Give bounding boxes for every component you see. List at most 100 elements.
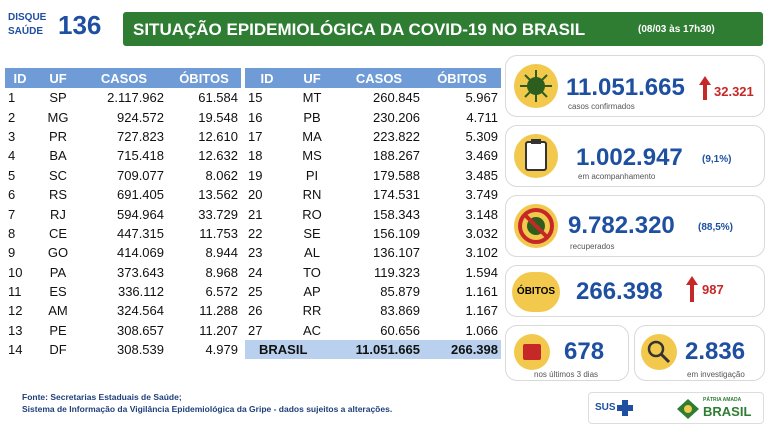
table-row: 8 CE 447.315 11.753 [5, 224, 241, 243]
deaths-badge: ÓBITOS [512, 272, 560, 312]
table-row: 25 AP 85.879 1.161 [245, 282, 501, 301]
table-cell: BA [49, 148, 67, 164]
confirmed-label: casos confirmados [568, 102, 635, 111]
table-cell: 12.632 [198, 148, 238, 164]
table-cell: 5.967 [465, 90, 498, 106]
table-row: 26 RR 83.869 1.167 [245, 301, 501, 320]
table-row: 10 PA 373.643 8.968 [5, 263, 241, 282]
table-cell: 1.161 [465, 284, 498, 300]
table-row: 2 MG 924.572 19.548 [5, 107, 241, 126]
table-cell: 447.315 [117, 225, 164, 241]
logos: SUS PÁTRIA AMADA BRASIL [588, 392, 764, 424]
table-cell: 691.405 [117, 187, 164, 203]
logo-bottom: SAÚDE [8, 26, 44, 37]
table-cell: 336.112 [117, 284, 164, 300]
table-cell: 223.822 [373, 128, 420, 144]
table-cell: 2 [8, 109, 16, 125]
table-cell: 230.206 [373, 109, 420, 125]
table-cell: 3.749 [465, 187, 498, 203]
table-cell: 24 [248, 264, 263, 280]
monitoring-value: 1.002.947 [576, 144, 683, 171]
logo: DISQUE SAÚDE 136 [8, 8, 108, 44]
table-cell: 19.548 [198, 109, 238, 125]
table-cell: 11.207 [199, 322, 238, 338]
table-cell: 1 [8, 90, 16, 106]
table-cell: AC [302, 322, 322, 338]
table-cell: 17 [248, 128, 263, 144]
table-cell: TO [303, 264, 321, 280]
table-cell: AL [304, 245, 320, 261]
table-cell: 13.562 [198, 187, 238, 203]
last-days-value: 678 [564, 338, 605, 365]
table-cell: MS [302, 148, 322, 164]
table-cell: 83.869 [380, 303, 420, 319]
table-cell: 4 [8, 148, 16, 164]
table-cell: PE [49, 322, 67, 338]
table-row: 19 PI 179.588 3.485 [245, 166, 501, 185]
table-cell: 3.469 [465, 148, 498, 164]
icon-clipboard [514, 134, 558, 178]
card-recovered: 9.782.320 (88,5%) recuperados [505, 195, 765, 257]
confirmed-delta: 32.321 [714, 84, 754, 99]
arrow-up [699, 76, 711, 100]
table-cell: PI [305, 167, 319, 183]
table-row: 22 SE 156.109 3.032 [245, 224, 501, 243]
table-row: 20 RN 174.531 3.749 [245, 185, 501, 204]
footer-note: Sistema de Informação da Vigilância Epid… [22, 404, 393, 414]
table-left: ID UF CASOS ÓBITOS 1 SP 2.117.962 61.584 2 MG 924.… [5, 68, 241, 359]
table-cell: ES [49, 284, 67, 300]
table-cell: 10 [8, 264, 23, 280]
total-row: BRASIL 11.051.665 266.398 [245, 340, 501, 360]
total-cases: 11.051.665 [335, 340, 423, 360]
column-header: UF [289, 68, 335, 88]
icon-virus [514, 64, 558, 108]
motto: PÁTRIA AMADA [703, 397, 742, 403]
column-header: CASOS [335, 68, 423, 88]
table-cell: 61.584 [198, 90, 238, 106]
table-row: 1 SP 2.117.962 61.584 [5, 88, 241, 107]
table-cell: PA [49, 264, 67, 280]
table-cell: 3 [8, 128, 16, 144]
title: SITUAÇÃO EPIDEMIOLÓGICA DA COVID-19 NO B… [133, 20, 586, 39]
table-cell: 179.588 [373, 167, 420, 183]
monitoring-percent: (9,1%) [702, 154, 732, 165]
table-cell: MA [302, 128, 322, 144]
table-cell: 924.572 [117, 109, 164, 125]
recovered-value: 9.782.320 [568, 212, 675, 239]
table-cell: 21 [248, 206, 263, 222]
icon-calendar [514, 334, 550, 370]
card-monitoring: 1.002.947 (9,1%) em acompanhamento [505, 125, 765, 187]
table-cell: PB [303, 109, 321, 125]
table-row: 15 MT 260.845 5.967 [245, 88, 501, 107]
monitoring-label: em acompanhamento [578, 172, 656, 181]
table-cell: RJ [50, 206, 66, 222]
header-row: ID UF CASOS ÓBITOS [245, 68, 501, 88]
column-header: ID [245, 68, 289, 88]
title-bar: SITUAÇÃO EPIDEMIOLÓGICA DA COVID-19 NO B… [123, 12, 763, 46]
table-cell: 5 [8, 167, 16, 183]
table-row: 18 MS 188.267 3.469 [245, 146, 501, 165]
table-cell: 174.531 [373, 187, 420, 203]
table-cell: 25 [248, 284, 263, 300]
table-right: ID UF CASOS ÓBITOS 15 MT 260.845 5.967 16 PB 230.2… [245, 68, 501, 360]
table-row: 27 AC 60.656 1.066 [245, 321, 501, 340]
table-cell: 2.117.962 [107, 90, 164, 106]
table-cell: 4.979 [205, 342, 238, 358]
column-header: UF [35, 68, 81, 88]
table-cell: 594.964 [117, 206, 164, 222]
icon-recovered [514, 204, 558, 248]
table-cell: 8.944 [205, 245, 238, 261]
table-cell: 308.539 [117, 342, 164, 358]
table-cell: GO [47, 245, 69, 261]
table-cell: SE [303, 225, 321, 241]
investigation-label: em investigação [687, 370, 745, 379]
table-cell: 8.062 [205, 167, 238, 183]
table-row: 12 AM 324.564 11.288 [5, 301, 241, 320]
column-header: CASOS [81, 68, 167, 88]
table-cell: CE [48, 225, 68, 241]
table-cell: 7 [8, 206, 16, 222]
table-cell: 136.107 [373, 245, 420, 261]
table-cell: 15 [248, 90, 263, 106]
table-cell: 3.148 [465, 206, 498, 222]
last-days-label: nos últimos 3 dias [534, 370, 599, 379]
